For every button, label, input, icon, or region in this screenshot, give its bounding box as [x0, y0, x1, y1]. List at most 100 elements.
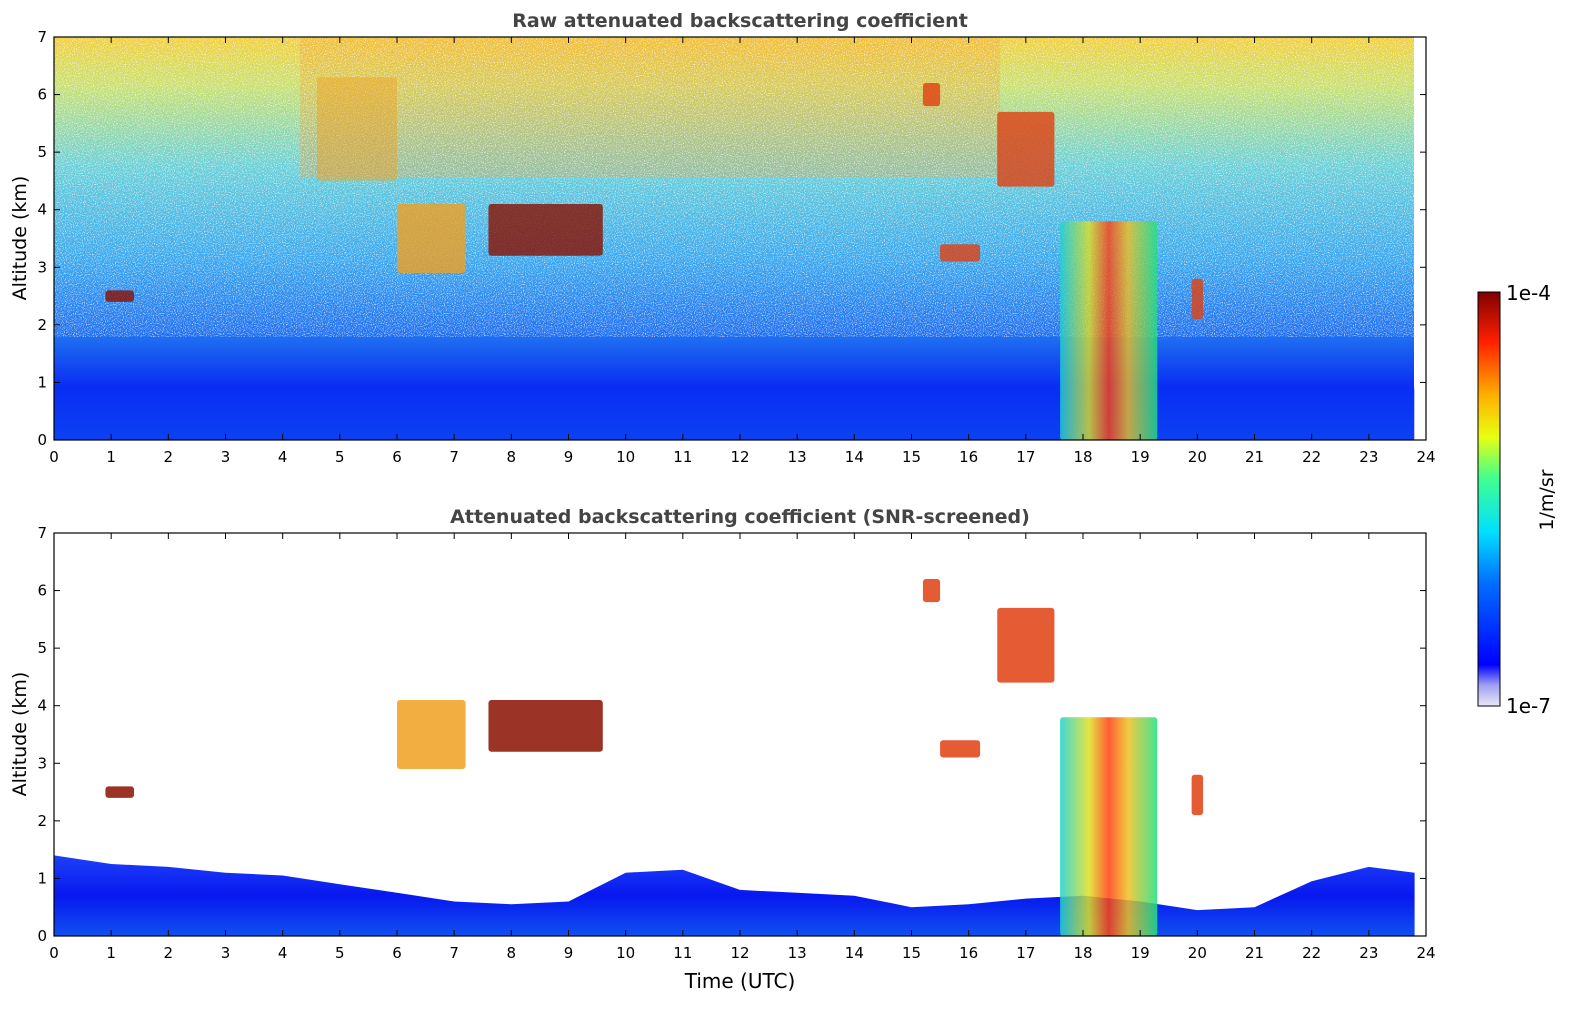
y-tick-label: 4	[37, 697, 47, 715]
x-tick-label: 7	[449, 944, 459, 962]
x-tick-label: 24	[1416, 448, 1435, 466]
x-tick-label: 4	[278, 448, 288, 466]
screened-features	[105, 579, 1204, 936]
screened-precipitation-column	[1060, 717, 1158, 936]
screened-cloud-layer	[997, 607, 1055, 683]
y-tick-label: 1	[37, 869, 47, 887]
colorbar-min-label: 1e-7	[1506, 694, 1551, 718]
x-tick-label: 14	[845, 944, 864, 962]
x-tick-label: 19	[1131, 944, 1150, 962]
screened-background	[54, 533, 1426, 936]
x-tick-label: 15	[902, 448, 921, 466]
raw-panel-title: Raw attenuated backscattering coefficien…	[512, 10, 968, 32]
x-tick-label: 6	[392, 944, 402, 962]
raw-precipitation-column	[1060, 221, 1158, 440]
raw-y-axis-label: Altitude (km)	[9, 176, 31, 301]
raw-cloud-layer	[488, 203, 603, 256]
x-tick-label: 4	[278, 944, 288, 962]
x-tick-label: 20	[1188, 448, 1207, 466]
x-tick-label: 2	[164, 448, 174, 466]
x-tick-label: 14	[845, 448, 864, 466]
x-tick-label: 21	[1245, 448, 1264, 466]
x-tick-label: 12	[730, 448, 749, 466]
screened-axes: 0 1 2 3 4 5 6 7 8 9 10 11 12 13 14 15 16 17 18 19 20 21 22 23 24…	[37, 524, 1435, 962]
x-tick-label: 12	[730, 944, 749, 962]
raw-panel: Raw attenuated backscattering coefficien…	[9, 10, 1436, 466]
screened-panel-title: Attenuated backscattering coefficient (S…	[450, 506, 1030, 528]
x-tick-label: 1	[106, 944, 116, 962]
x-tick-label: 10	[616, 944, 635, 962]
y-tick-label: 6	[37, 582, 47, 600]
x-tick-label: 10	[616, 448, 635, 466]
x-tick-label: 16	[959, 944, 978, 962]
y-tick-label: 7	[37, 524, 47, 542]
x-tick-label: 8	[507, 944, 517, 962]
raw-cloud-layer	[922, 83, 941, 107]
x-tick-label: 5	[335, 944, 345, 962]
raw-cloud-layer	[1191, 278, 1204, 320]
y-tick-label: 7	[37, 28, 47, 46]
raw-plot-area	[54, 37, 1426, 440]
x-tick-label: 22	[1302, 448, 1321, 466]
raw-cloud-layer	[940, 244, 981, 262]
screened-cloud-layer	[1191, 774, 1204, 816]
raw-cloud-layer	[397, 203, 466, 274]
x-tick-label: 8	[507, 448, 517, 466]
screened-plot-area	[54, 533, 1426, 936]
screened-cloud-layer	[397, 699, 466, 770]
x-tick-label: 20	[1188, 944, 1207, 962]
x-tick-label: 11	[673, 448, 692, 466]
x-tick-label: 21	[1245, 944, 1264, 962]
y-tick-label: 4	[37, 201, 47, 219]
raw-boundary-layer	[54, 388, 1415, 440]
x-tick-label: 3	[221, 448, 231, 466]
y-tick-label: 5	[37, 143, 47, 161]
x-tick-label: 17	[1016, 944, 1035, 962]
raw-features	[54, 37, 1426, 440]
colorbar-unit-label: 1/m/sr	[1536, 469, 1558, 530]
raw-noise-speckle	[54, 37, 1414, 337]
x-tick-label: 16	[959, 448, 978, 466]
x-axis-label: Time (UTC)	[684, 969, 796, 993]
x-tick-label: 3	[221, 944, 231, 962]
colorbar-max-label: 1e-4	[1506, 281, 1551, 305]
x-tick-label: 9	[564, 448, 574, 466]
screened-cloud-layer	[488, 699, 603, 752]
x-tick-label: 18	[1073, 448, 1092, 466]
raw-axes: 0 1 2 3 4 5 6 7 8 9 10 11 12 13 14 15 16 17 18 19 20 21 22 23 24…	[37, 28, 1435, 466]
raw-cloud-layer	[997, 111, 1055, 187]
x-tick-label: 6	[392, 448, 402, 466]
x-tick-label: 0	[49, 448, 59, 466]
raw-cirrus	[316, 77, 397, 181]
x-tick-label: 5	[335, 448, 345, 466]
x-tick-label: 2	[164, 944, 174, 962]
y-tick-label: 0	[37, 431, 47, 449]
x-tick-label: 18	[1073, 944, 1092, 962]
colorbar-gradient	[1477, 291, 1501, 707]
x-tick-label: 22	[1302, 944, 1321, 962]
y-tick-label: 5	[37, 639, 47, 657]
x-tick-label: 23	[1359, 944, 1378, 962]
y-tick-label: 3	[37, 754, 47, 772]
x-tick-label: 17	[1016, 448, 1035, 466]
screened-y-axis-label: Altitude (km)	[9, 672, 31, 797]
y-tick-label: 6	[37, 86, 47, 104]
x-tick-label: 7	[449, 448, 459, 466]
colorbar: 1e-4 1e-7 1/m/sr	[1477, 281, 1558, 718]
screened-cloud-layer	[940, 740, 981, 758]
x-tick-label: 19	[1131, 448, 1150, 466]
y-tick-label: 2	[37, 316, 47, 334]
x-tick-label: 9	[564, 944, 574, 962]
y-tick-label: 0	[37, 927, 47, 945]
y-tick-label: 1	[37, 373, 47, 391]
x-tick-label: 24	[1416, 944, 1435, 962]
x-tick-label: 13	[788, 944, 807, 962]
x-tick-label: 13	[788, 448, 807, 466]
y-tick-label: 3	[37, 258, 47, 276]
raw-cloud-layer	[105, 290, 135, 302]
screened-panel: Attenuated backscattering coefficient (S…	[9, 506, 1436, 993]
screened-cloud-layer	[922, 579, 941, 603]
x-tick-label: 23	[1359, 448, 1378, 466]
x-tick-label: 15	[902, 944, 921, 962]
